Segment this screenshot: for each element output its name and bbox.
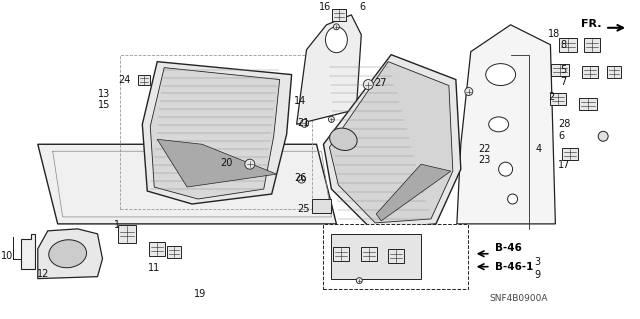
FancyBboxPatch shape [563, 148, 579, 160]
Polygon shape [21, 234, 35, 269]
Text: 20: 20 [221, 158, 233, 168]
Text: 17: 17 [558, 160, 571, 170]
Text: 9: 9 [534, 270, 541, 280]
Ellipse shape [489, 117, 509, 132]
Text: 18: 18 [548, 29, 561, 39]
Ellipse shape [49, 240, 86, 268]
Text: 6: 6 [359, 2, 365, 12]
FancyBboxPatch shape [118, 225, 136, 243]
Ellipse shape [486, 63, 516, 85]
Circle shape [356, 278, 362, 284]
FancyBboxPatch shape [149, 242, 165, 256]
Text: 5: 5 [561, 65, 566, 75]
Polygon shape [38, 144, 337, 224]
Text: FR.: FR. [580, 19, 601, 29]
Bar [323, 224, 468, 289]
Text: B-46: B-46 [495, 243, 522, 253]
Text: 22: 22 [477, 144, 490, 154]
Text: 14: 14 [294, 96, 307, 107]
Text: 24: 24 [118, 75, 131, 85]
Ellipse shape [326, 27, 348, 53]
Polygon shape [312, 199, 332, 213]
Circle shape [333, 24, 339, 30]
FancyBboxPatch shape [167, 246, 181, 258]
FancyBboxPatch shape [607, 66, 621, 78]
Text: 21: 21 [297, 118, 310, 128]
Text: 2: 2 [548, 93, 555, 102]
Polygon shape [330, 62, 453, 223]
Text: 28: 28 [558, 119, 571, 129]
Circle shape [298, 175, 305, 183]
Text: 6: 6 [558, 131, 564, 141]
FancyBboxPatch shape [552, 63, 570, 76]
FancyBboxPatch shape [579, 99, 597, 110]
Polygon shape [157, 139, 276, 187]
Text: 27: 27 [374, 78, 387, 87]
Polygon shape [38, 229, 102, 278]
Circle shape [508, 194, 518, 204]
Circle shape [301, 119, 308, 127]
Text: 25: 25 [297, 204, 310, 214]
Polygon shape [332, 234, 421, 278]
Text: 4: 4 [536, 144, 541, 154]
Circle shape [465, 87, 473, 95]
Circle shape [598, 131, 608, 141]
FancyBboxPatch shape [332, 9, 346, 21]
Text: 15: 15 [98, 100, 111, 110]
Text: 23: 23 [477, 155, 490, 165]
Text: SNF4B0900A: SNF4B0900A [490, 294, 548, 303]
FancyBboxPatch shape [559, 38, 577, 52]
FancyBboxPatch shape [550, 93, 566, 106]
Text: B-46-1: B-46-1 [495, 262, 533, 272]
Polygon shape [376, 164, 451, 221]
Polygon shape [142, 62, 292, 204]
Text: 12: 12 [37, 269, 50, 279]
Text: 3: 3 [534, 257, 541, 267]
Polygon shape [457, 25, 556, 224]
Circle shape [364, 79, 373, 90]
Text: 7: 7 [561, 77, 566, 86]
FancyBboxPatch shape [362, 247, 377, 261]
Text: 26: 26 [294, 173, 307, 183]
Text: 13: 13 [98, 90, 111, 100]
Polygon shape [323, 55, 461, 229]
FancyBboxPatch shape [582, 66, 598, 78]
FancyBboxPatch shape [388, 249, 404, 263]
Polygon shape [296, 15, 362, 124]
Ellipse shape [330, 128, 357, 151]
Circle shape [328, 116, 335, 122]
Text: 16: 16 [319, 2, 332, 12]
Circle shape [245, 159, 255, 169]
Text: 10: 10 [1, 251, 13, 261]
FancyBboxPatch shape [138, 75, 150, 85]
FancyBboxPatch shape [584, 38, 600, 52]
FancyBboxPatch shape [333, 247, 349, 261]
Text: 11: 11 [148, 263, 161, 273]
Text: 8: 8 [561, 40, 566, 50]
Polygon shape [150, 68, 280, 199]
Text: 19: 19 [194, 289, 206, 299]
Circle shape [499, 162, 513, 176]
Text: 1: 1 [115, 220, 120, 230]
